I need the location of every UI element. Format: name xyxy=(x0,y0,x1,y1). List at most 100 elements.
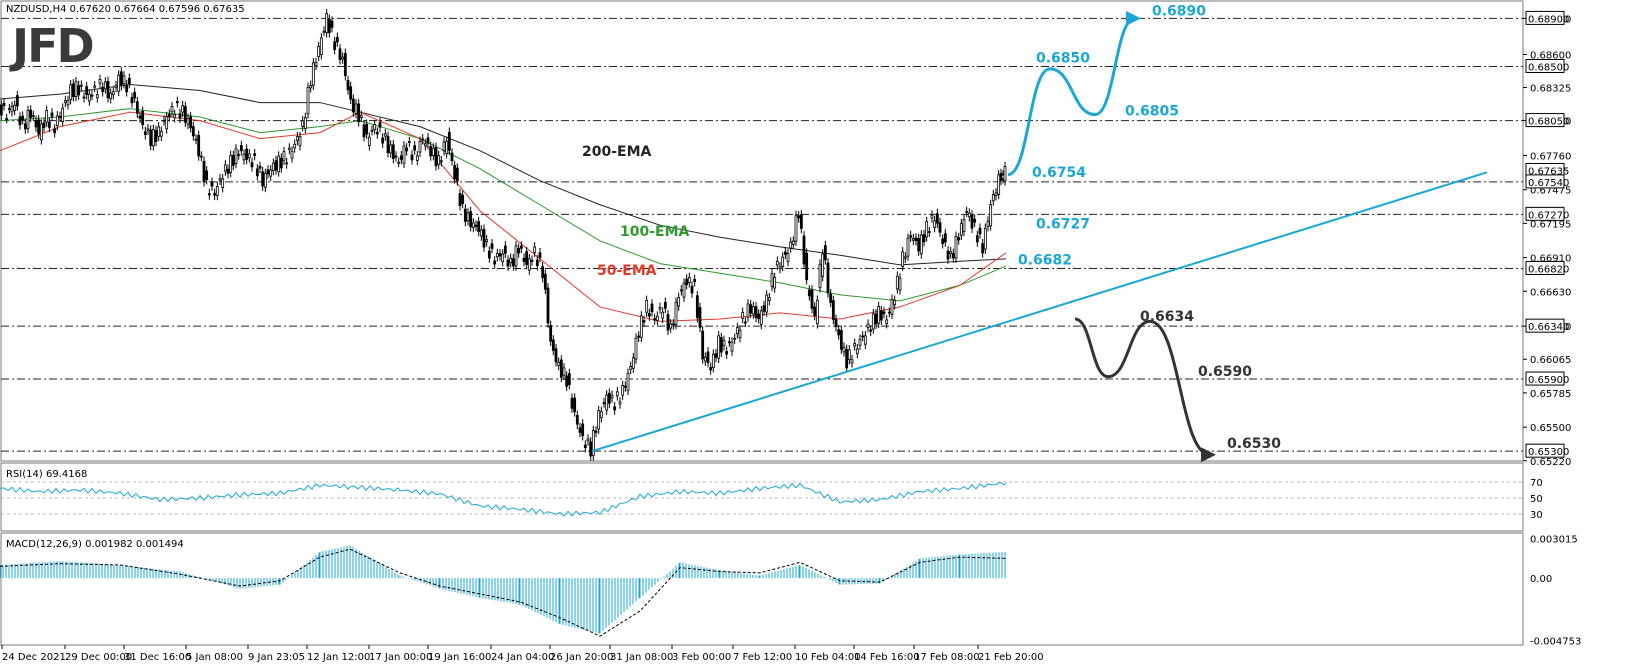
candle-body xyxy=(759,310,763,325)
candle-body xyxy=(498,253,502,257)
candle-body xyxy=(943,233,947,243)
candle-body xyxy=(965,211,969,214)
candle-body xyxy=(682,282,686,298)
candle-body xyxy=(861,335,865,338)
candle-body xyxy=(287,147,291,150)
candle-body xyxy=(925,221,929,238)
candle-body xyxy=(975,235,979,243)
candle-body xyxy=(189,116,193,129)
symbol-header: NZDUSD,H4 0.67620 0.67664 0.67596 0.6763… xyxy=(6,4,245,15)
candle-body xyxy=(610,394,614,399)
candle-body xyxy=(13,104,17,111)
candle-body xyxy=(122,75,126,85)
candle-body xyxy=(922,234,926,243)
candle-body xyxy=(69,84,73,100)
candle-body xyxy=(351,98,355,113)
level-box-label: 0.65300 xyxy=(1528,447,1569,458)
candle-body xyxy=(303,117,307,130)
candle-body xyxy=(989,204,993,227)
candle-body xyxy=(719,337,723,353)
level-box xyxy=(1525,113,1565,128)
candle-body xyxy=(415,155,419,161)
candle-body xyxy=(533,246,537,253)
candle-body xyxy=(82,96,86,99)
x-tick-label: 3 Feb 00:00 xyxy=(672,652,731,663)
candle-body xyxy=(821,253,825,278)
candle-body xyxy=(119,71,123,87)
x-tick-label: 10 Feb 04:00 xyxy=(795,652,861,663)
candle-body xyxy=(402,145,406,164)
candle-body xyxy=(714,353,718,358)
candle-body xyxy=(674,301,678,325)
candle-body xyxy=(597,410,601,430)
candle-body xyxy=(143,131,147,136)
candle-body xyxy=(973,218,977,223)
price-tick-label: 0.67760 xyxy=(1530,151,1571,162)
candle-body xyxy=(802,235,806,265)
candle-body xyxy=(45,110,49,123)
candle-body xyxy=(127,77,131,84)
candle-body xyxy=(10,105,14,113)
candle-body xyxy=(482,228,486,248)
candle-body xyxy=(285,162,289,165)
candle-body xyxy=(695,295,699,319)
candle-body xyxy=(346,80,350,91)
grid-layer xyxy=(1,17,1523,452)
candle-body xyxy=(226,168,230,174)
candle-body xyxy=(453,165,457,180)
candle-body xyxy=(207,193,211,196)
candle-body xyxy=(290,150,294,159)
rsi-tick-label: 70 xyxy=(1530,478,1543,489)
candle-body xyxy=(935,213,939,224)
candle-body xyxy=(221,178,225,189)
candle-body xyxy=(445,140,449,155)
candle-body xyxy=(554,348,558,363)
candle-body xyxy=(578,427,582,433)
candle-body xyxy=(58,116,62,118)
candle-body xyxy=(693,279,697,283)
candle-body xyxy=(431,147,435,157)
candle-body xyxy=(567,373,571,385)
candle-body xyxy=(186,118,190,125)
candle-body xyxy=(282,151,286,161)
candle-body xyxy=(474,224,478,227)
candle-body xyxy=(98,79,102,84)
level-annotation: 0.6590 xyxy=(1198,364,1252,380)
candle-body xyxy=(114,85,118,88)
candle-body xyxy=(306,86,310,115)
level-box xyxy=(1525,260,1565,275)
candle-body xyxy=(890,298,894,315)
candle-body xyxy=(818,263,822,289)
candle-body xyxy=(591,430,595,457)
candle-body xyxy=(807,289,811,297)
candle-body xyxy=(522,257,526,262)
candle-body xyxy=(378,122,382,128)
candle-body xyxy=(914,237,918,242)
candle-body xyxy=(357,103,361,123)
candle-body xyxy=(866,323,870,328)
candle-body xyxy=(413,145,417,151)
x-tick-label: 19 Jan 16:00 xyxy=(428,652,491,663)
candle-body xyxy=(575,414,579,425)
candle-body xyxy=(271,162,275,171)
candle-body xyxy=(202,160,206,183)
candle-body xyxy=(279,157,283,169)
candle-body xyxy=(735,327,739,335)
candle-body xyxy=(311,62,315,86)
candle-body xyxy=(178,113,182,119)
ema100-label: 100-EMA xyxy=(620,224,690,240)
level-box xyxy=(1525,318,1565,333)
candle-body xyxy=(869,329,873,332)
candle-body xyxy=(754,306,758,318)
candle-body xyxy=(167,113,171,118)
candle-body xyxy=(981,243,985,254)
candle-body xyxy=(90,94,94,97)
candle-body xyxy=(666,314,670,331)
candle-body xyxy=(781,256,785,267)
candle-body xyxy=(751,305,755,315)
candle-body xyxy=(839,330,843,350)
price-tick-label: 0.65785 xyxy=(1530,389,1571,400)
candle-body xyxy=(389,144,393,154)
candle-body xyxy=(607,392,611,404)
candle-body xyxy=(991,194,995,202)
